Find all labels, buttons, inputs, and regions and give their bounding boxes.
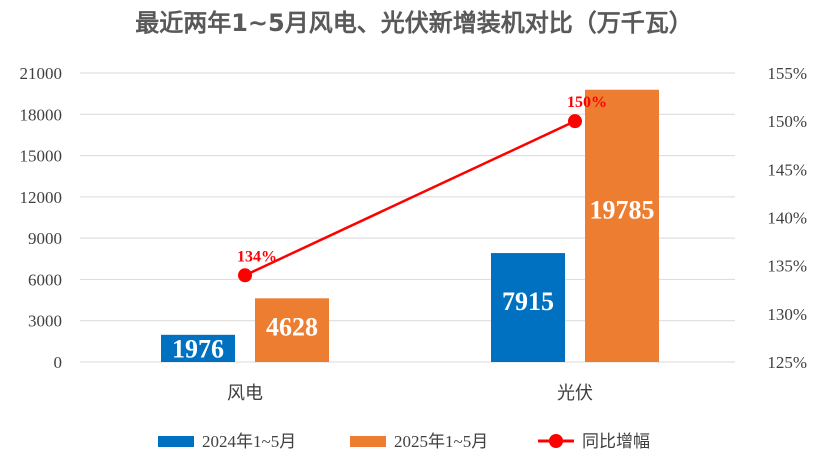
bar bbox=[585, 89, 659, 363]
left-axis: 0 3000 6000 9000 12000 15000 18000 21000 bbox=[20, 64, 63, 372]
bar bbox=[491, 253, 565, 362]
legend-label-2024: 2024年1~5月 bbox=[202, 432, 296, 451]
right-tick-label: 150% bbox=[767, 112, 807, 131]
line-data-label: 150% bbox=[567, 94, 607, 111]
bar-data-label: 1976 bbox=[172, 334, 224, 363]
right-tick-label: 145% bbox=[767, 160, 807, 179]
right-tick-label: 135% bbox=[767, 257, 807, 276]
left-tick-label: 21000 bbox=[20, 64, 63, 83]
legend-label-growth: 同比增幅 bbox=[582, 432, 650, 451]
category-label: 光伏 bbox=[557, 383, 593, 404]
bar-data-label: 19785 bbox=[590, 196, 655, 225]
line-point bbox=[568, 114, 582, 129]
left-tick-label: 6000 bbox=[28, 270, 62, 289]
growth-line: 134% 150% bbox=[237, 94, 607, 283]
bar bbox=[255, 298, 329, 362]
legend-label-2025: 2025年1~5月 bbox=[394, 432, 488, 451]
line-path bbox=[244, 120, 576, 277]
right-tick-label: 130% bbox=[767, 305, 807, 324]
line-data-label: 134% bbox=[237, 248, 277, 265]
bar bbox=[161, 334, 235, 362]
right-tick-label: 140% bbox=[767, 209, 807, 228]
legend: 2024年1~5月 2025年1~5月 同比增幅 bbox=[158, 432, 650, 451]
bars: 1976 7915 4628 19785 bbox=[161, 89, 659, 363]
right-tick-label: 155% bbox=[767, 64, 807, 83]
chart-title: 最近两年1~5月风电、光伏新增装机对比（万千瓦） bbox=[135, 9, 693, 37]
left-tick-label: 18000 bbox=[20, 105, 63, 124]
right-tick-label: 125% bbox=[767, 353, 807, 372]
legend-swatch-2025 bbox=[350, 436, 386, 447]
bar-data-label: 7915 bbox=[502, 287, 554, 316]
left-tick-label: 3000 bbox=[28, 312, 62, 331]
left-tick-label: 12000 bbox=[20, 188, 63, 207]
legend-marker bbox=[549, 434, 563, 448]
left-tick-label: 0 bbox=[54, 353, 63, 372]
gridlines bbox=[80, 72, 735, 363]
legend-swatch-2024 bbox=[158, 436, 194, 447]
bar-data-label: 4628 bbox=[266, 312, 318, 341]
line-point bbox=[238, 268, 252, 283]
category-axis: 风电 光伏 bbox=[227, 383, 593, 404]
left-tick-label: 9000 bbox=[28, 229, 62, 248]
category-label: 风电 bbox=[227, 383, 263, 404]
right-axis: 125% 130% 135% 140% 145% 150% 155% bbox=[767, 64, 807, 372]
left-tick-label: 15000 bbox=[20, 147, 63, 166]
